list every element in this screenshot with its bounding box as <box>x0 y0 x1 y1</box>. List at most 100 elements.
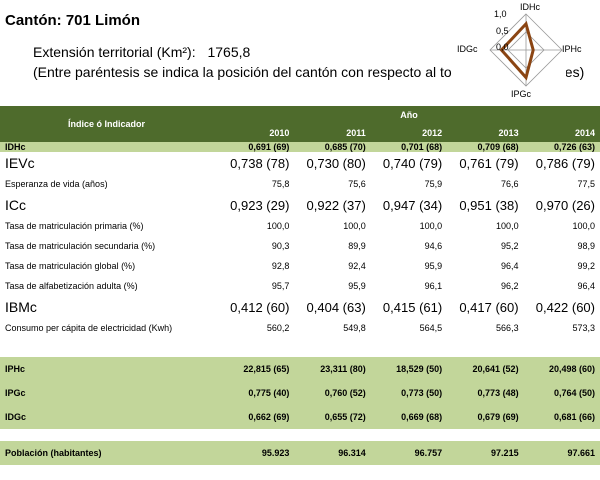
table-row: IDHc 0,691 (69) 0,685 (70) 0,701 (68) 0,709 … <box>0 142 600 152</box>
row-value: 97.215 <box>491 448 519 458</box>
row-value: 96,2 <box>501 281 519 291</box>
row-value: 100,0 <box>572 221 595 231</box>
indicators-table: Índice ó Indicador Año 2010 2011 2012 2013 201… <box>0 106 600 465</box>
row-value: 0,709 (68) <box>477 142 519 152</box>
population-row: Población (habitantes) 95.923 96.314 96.757… <box>0 441 600 465</box>
row-value: 22,815 (65) <box>243 364 290 374</box>
row-value: 96,1 <box>424 281 443 291</box>
column-header-indicator: Índice ó Indicador <box>68 119 146 129</box>
position-note: (Entre paréntesis se indica la posición … <box>33 64 452 80</box>
column-header-year: 2014 <box>574 128 595 138</box>
row-value: 0,685 (70) <box>324 142 366 152</box>
row-value: 0,422 (60) <box>535 299 595 315</box>
table-row: Esperanza de vida (años) 75,8 75,6 75,9 76,6… <box>0 174 600 194</box>
radar-series-line <box>499 20 535 81</box>
row-value: 97.661 <box>567 448 595 458</box>
row-value: 96.314 <box>338 448 366 458</box>
row-value: 96,4 <box>577 281 595 291</box>
row-value: 96,4 <box>501 261 519 271</box>
row-label: Población (habitantes) <box>5 448 102 458</box>
row-label: Tasa de matriculación secundaria (%) <box>5 241 156 251</box>
row-value: 89,9 <box>348 241 366 251</box>
row-value: 0,681 (66) <box>553 412 595 422</box>
row-label: Tasa de matriculación primaria (%) <box>5 221 144 231</box>
row-value: 564,5 <box>419 323 443 333</box>
column-header-year: 2011 <box>346 128 366 138</box>
row-value: 77,5 <box>577 179 595 189</box>
row-value: 0,773 (48) <box>477 388 519 398</box>
row-value: 0,404 (63) <box>306 299 366 315</box>
row-value: 100,0 <box>496 221 519 231</box>
row-label: IEVc <box>5 155 35 171</box>
radar-axis-label-idhc: IDHc <box>520 2 540 12</box>
row-value: 566,3 <box>496 323 519 333</box>
column-header-year-group: Año <box>400 110 418 120</box>
row-value: 0,662 (69) <box>248 412 290 422</box>
row-value: 99,2 <box>577 261 595 271</box>
table-row: Tasa de matriculación primaria (%) 100,0 1… <box>0 216 600 236</box>
page-title: Cantón: 701 Limón <box>5 12 141 29</box>
row-value: 0,922 (37) <box>306 197 366 213</box>
row-value: 0,691 (69) <box>248 142 290 152</box>
row-value: 76,6 <box>501 179 519 189</box>
territorial-extension: Extensión territorial (Km²): 1765,8 <box>33 44 250 60</box>
row-value: 0,701 (68) <box>401 142 443 152</box>
table-row: Tasa de matriculación secundaria (%) 90,3… <box>0 236 600 256</box>
row-value: 0,738 (78) <box>230 155 290 171</box>
row-value: 573,3 <box>572 323 595 333</box>
row-label: ICc <box>5 197 26 213</box>
row-value: 0,760 (52) <box>324 388 366 398</box>
row-value: 0,775 (40) <box>248 388 290 398</box>
row-value: 0,412 (60) <box>230 299 290 315</box>
row-value: 75,9 <box>424 179 443 189</box>
row-label: IBMc <box>5 299 37 315</box>
row-label: IDGc <box>5 412 27 422</box>
row-value: 92,4 <box>348 261 366 271</box>
row-value: 75,8 <box>271 179 290 189</box>
table-row: IPGc 0,775 (40) 0,760 (52) 0,773 (50) 0,773 … <box>0 381 600 405</box>
row-value: 0,970 (26) <box>535 197 595 213</box>
radar-tick-label-1: 1,0 <box>494 9 507 19</box>
row-value: 0,951 (38) <box>459 197 519 213</box>
table-row: Consumo per cápita de electricidad (Kwh)… <box>0 318 600 338</box>
row-value: 0,764 (50) <box>553 388 595 398</box>
row-value: 96.757 <box>414 448 443 458</box>
row-value: 75,6 <box>348 179 366 189</box>
row-value: 100,0 <box>343 221 366 231</box>
radar-chart: IDHc IPHc IPGc IDGc 1,0 0,5 0,0 <box>457 2 582 99</box>
territorial-extension-value: 1765,8 <box>207 44 251 60</box>
row-value: 0,947 (34) <box>382 197 443 213</box>
row-label: Esperanza de vida (años) <box>5 179 108 189</box>
row-label: IDHc <box>5 142 26 152</box>
row-value: 95.923 <box>261 448 290 458</box>
row-value: 0,773 (50) <box>401 388 443 398</box>
row-value: 95,9 <box>424 261 443 271</box>
row-value: 90,3 <box>271 241 290 251</box>
table-row: IPHc 22,815 (65) 23,311 (80) 18,529 (50) 20,… <box>0 357 600 381</box>
territorial-extension-label: Extensión territorial (Km²): <box>33 44 196 60</box>
table-row: IDGc 0,662 (69) 0,655 (72) 0,669 (68) 0,679 … <box>0 405 600 429</box>
row-value: 100,0 <box>419 221 443 231</box>
row-value: 0,740 (79) <box>382 155 443 171</box>
row-label: Tasa de alfabetización adulta (%) <box>5 281 138 291</box>
row-value: 0,679 (69) <box>477 412 519 422</box>
row-value: 0,726 (63) <box>553 142 595 152</box>
row-label: Tasa de matriculación global (%) <box>5 261 136 271</box>
column-header-year: 2012 <box>422 128 443 138</box>
spacer-row <box>0 429 600 441</box>
row-value: 549,8 <box>343 323 366 333</box>
table-row: Tasa de alfabetización adulta (%) 95,7 95,… <box>0 276 600 296</box>
radar-tick-label-0: 0,0 <box>496 42 509 52</box>
row-value: 100,0 <box>266 221 290 231</box>
row-value: 98,9 <box>577 241 595 251</box>
row-value: 20,641 (52) <box>472 364 519 374</box>
table-row: IEVc 0,738 (78) 0,730 (80) 0,740 (79) 0,761 … <box>0 152 600 174</box>
row-value: 0,923 (29) <box>230 197 290 213</box>
row-value: 560,2 <box>266 323 290 333</box>
radar-tick-label-05: 0,5 <box>496 26 509 36</box>
row-value: 95,9 <box>348 281 366 291</box>
row-value: 0,669 (68) <box>401 412 443 422</box>
row-value: 23,311 (80) <box>320 364 366 374</box>
row-label: IPHc <box>5 364 26 374</box>
row-value: 95,7 <box>271 281 290 291</box>
